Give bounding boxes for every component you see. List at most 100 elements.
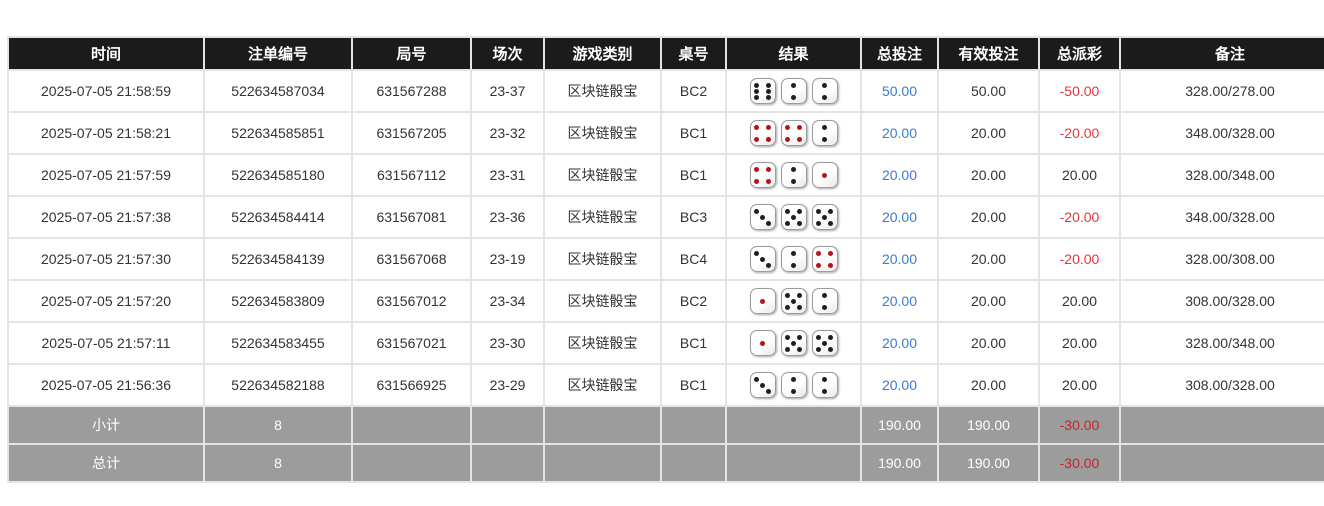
cell-result-dice (727, 113, 860, 153)
col-header-total-payout: 总派彩 (1040, 38, 1119, 69)
cell-valid-bet: 50.00 (939, 71, 1038, 111)
table-row: 2025-07-05 21:57:38 522634584414 631567081… (9, 197, 1324, 237)
cell-game-type: 区块链骰宝 (545, 239, 660, 279)
cell-game-type: 区块链骰宝 (545, 155, 660, 195)
total-bet-amount-link[interactable]: 20.00 (881, 209, 918, 225)
die-face-2-icon (811, 288, 838, 314)
cell-total-payout: 20.00 (1040, 323, 1119, 363)
cell-total-bet: 20.00 (862, 281, 937, 321)
cell-valid-bet: 20.00 (939, 113, 1038, 153)
table-header-row: 时间 注单编号 局号 场次 游戏类别 桌号 结果 总投注 有效投注 总派彩 备注 (9, 38, 1324, 69)
col-header-session: 场次 (472, 38, 543, 69)
total-bet-amount-link[interactable]: 20.00 (881, 125, 918, 141)
footer-label: 总计 (9, 445, 203, 481)
die-face-3-icon (749, 372, 776, 398)
cell-game-type: 区块链骰宝 (545, 113, 660, 153)
cell-time: 2025-07-05 21:58:59 (9, 71, 203, 111)
cell-total-bet: 20.00 (862, 365, 937, 405)
cell-total-payout: 20.00 (1040, 365, 1119, 405)
cell-total-bet: 20.00 (862, 113, 937, 153)
cell-result-dice (727, 281, 860, 321)
cell-time: 2025-07-05 21:58:21 (9, 113, 203, 153)
cell-round-id: 631567012 (353, 281, 470, 321)
footer-label: 小计 (9, 407, 203, 443)
die-face-2-icon (811, 78, 838, 104)
die-face-4-icon (811, 246, 838, 272)
cell-bet-id: 522634584139 (205, 239, 351, 279)
die-face-5-icon (811, 330, 838, 356)
cell-table-no: BC3 (662, 197, 725, 237)
footer-empty-table (662, 407, 725, 443)
die-face-2-icon (811, 372, 838, 398)
table-row: 2025-07-05 21:58:59 522634587034 631567288… (9, 71, 1324, 111)
cell-remark: 328.00/308.00 (1121, 239, 1324, 279)
table-row: 2025-07-05 21:57:20 522634583809 631567012… (9, 281, 1324, 321)
die-face-4-icon (749, 162, 776, 188)
cell-session: 23-37 (472, 71, 543, 111)
cell-remark: 328.00/348.00 (1121, 323, 1324, 363)
cell-game-type: 区块链骰宝 (545, 71, 660, 111)
subtotal-row: 小计 8 190.00 190.00 -30.00 (9, 407, 1324, 443)
total-bet-amount-link[interactable]: 20.00 (881, 251, 918, 267)
cell-table-no: BC2 (662, 281, 725, 321)
col-header-total-bet: 总投注 (862, 38, 937, 69)
cell-session: 23-30 (472, 323, 543, 363)
footer-empty-game (545, 407, 660, 443)
total-bet-amount-link[interactable]: 20.00 (881, 335, 918, 351)
die-face-5-icon (780, 288, 807, 314)
die-face-1-icon (811, 162, 838, 188)
table-row: 2025-07-05 21:58:21 522634585851 631567205… (9, 113, 1324, 153)
cell-result-dice (727, 155, 860, 195)
table-row: 2025-07-05 21:56:36 522634582188 631566925… (9, 365, 1324, 405)
cell-table-no: BC1 (662, 323, 725, 363)
footer-empty-session (472, 445, 543, 481)
footer-valid-bet: 190.00 (939, 407, 1038, 443)
die-face-2-icon (780, 372, 807, 398)
table-row: 2025-07-05 21:57:59 522634585180 631567112… (9, 155, 1324, 195)
dice-result-group (727, 162, 860, 188)
footer-empty-table (662, 445, 725, 481)
cell-result-dice (727, 197, 860, 237)
cell-total-bet: 20.00 (862, 239, 937, 279)
cell-remark: 308.00/328.00 (1121, 365, 1324, 405)
cell-total-payout: -20.00 (1040, 197, 1119, 237)
cell-result-dice (727, 365, 860, 405)
cell-result-dice (727, 71, 860, 111)
total-bet-amount-link[interactable]: 20.00 (881, 293, 918, 309)
cell-total-bet: 20.00 (862, 323, 937, 363)
cell-total-bet: 20.00 (862, 155, 937, 195)
total-bet-amount-link[interactable]: 20.00 (881, 377, 918, 393)
cell-total-payout: -20.00 (1040, 113, 1119, 153)
cell-bet-id: 522634585851 (205, 113, 351, 153)
die-face-5-icon (780, 330, 807, 356)
col-header-remark: 备注 (1121, 38, 1324, 69)
die-face-1-icon (749, 288, 776, 314)
cell-total-payout: -20.00 (1040, 239, 1119, 279)
cell-round-id: 631566925 (353, 365, 470, 405)
cell-time: 2025-07-05 21:56:36 (9, 365, 203, 405)
dice-result-group (727, 288, 860, 314)
cell-round-id: 631567068 (353, 239, 470, 279)
cell-session: 23-34 (472, 281, 543, 321)
cell-time: 2025-07-05 21:57:59 (9, 155, 203, 195)
footer-total-payout: -30.00 (1040, 407, 1119, 443)
dice-result-group (727, 246, 860, 272)
cell-game-type: 区块链骰宝 (545, 197, 660, 237)
footer-valid-bet: 190.00 (939, 445, 1038, 481)
footer-empty-result (727, 407, 860, 443)
footer-total-bet: 190.00 (862, 407, 937, 443)
cell-result-dice (727, 239, 860, 279)
dice-result-group (727, 120, 860, 146)
cell-remark: 328.00/278.00 (1121, 71, 1324, 111)
total-bet-amount-link[interactable]: 50.00 (881, 83, 918, 99)
cell-bet-id: 522634582188 (205, 365, 351, 405)
cell-round-id: 631567205 (353, 113, 470, 153)
die-face-3-icon (749, 204, 776, 230)
col-header-game-type: 游戏类别 (545, 38, 660, 69)
cell-game-type: 区块链骰宝 (545, 365, 660, 405)
cell-round-id: 631567288 (353, 71, 470, 111)
cell-bet-id: 522634583455 (205, 323, 351, 363)
col-header-time: 时间 (9, 38, 203, 69)
cell-table-no: BC1 (662, 113, 725, 153)
total-bet-amount-link[interactable]: 20.00 (881, 167, 918, 183)
